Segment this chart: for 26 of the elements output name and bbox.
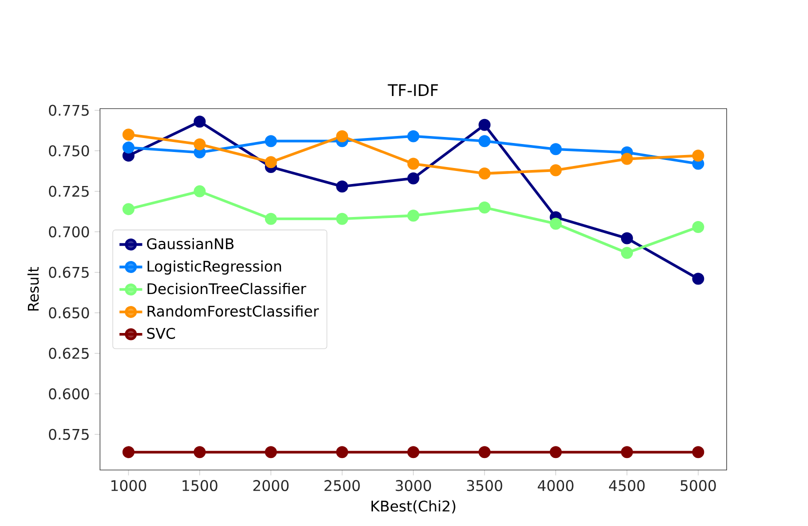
x-tick-label: 2000 — [253, 480, 289, 492]
y-tick-label: 0.700 — [48, 226, 89, 238]
y-tick-label: 0.625 — [48, 348, 89, 359]
y-tick-label: 0.675 — [48, 266, 89, 278]
x-tick-label: 3500 — [466, 480, 502, 492]
x-tick-label: 5000 — [680, 480, 716, 492]
x-axis-title: KBest(Chi2) — [372, 500, 456, 514]
y-tick-label: 0.725 — [48, 186, 89, 197]
x-tick-label: 1000 — [111, 480, 146, 492]
legend-label: GaussianNB — [147, 238, 234, 250]
x-tick-label: 4000 — [538, 480, 574, 492]
legend-label: LogisticRegression — [148, 260, 282, 275]
x-tick-label: 3000 — [396, 480, 431, 492]
y-tick-label: 0.750 — [48, 145, 89, 156]
legend-label: RandomForestClassifier — [148, 305, 319, 317]
y-tick-label: 0.600 — [48, 388, 89, 400]
x-tick-label: 1500 — [182, 480, 218, 492]
x-tick-label: 2500 — [324, 480, 360, 492]
y-tick-label: 0.575 — [48, 428, 89, 440]
legend-label: SVC — [147, 328, 176, 339]
y-axis-title: Result — [27, 267, 39, 311]
x-tick-label: 4500 — [609, 480, 645, 492]
chart-title: TF-IDF — [388, 84, 438, 96]
y-tick-label: 0.650 — [48, 307, 89, 318]
y-tick-label: 0.775 — [48, 104, 89, 116]
legend-label: DecisionTreeClassifier — [148, 282, 306, 294]
